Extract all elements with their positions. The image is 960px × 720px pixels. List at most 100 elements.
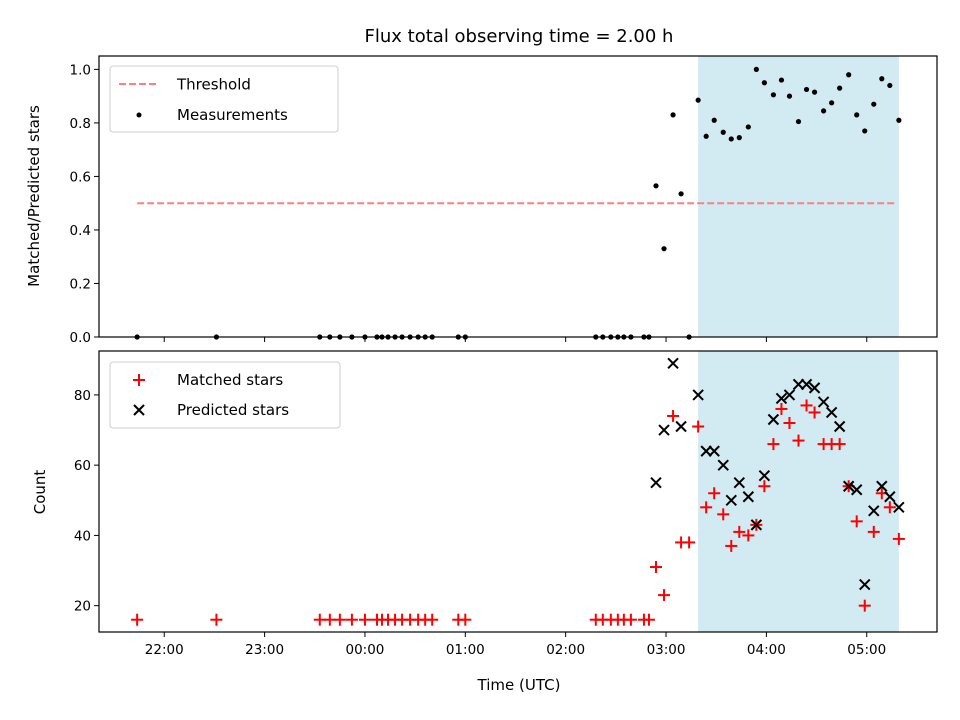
- predicted-star-point: [876, 480, 888, 492]
- predicted-star-point: [808, 382, 821, 394]
- panel-counts: 20 40 60 80 22:00 23:00 00:00 01:00 02:00 03:00 04…: [74, 350, 938, 658]
- matched-star-point: [758, 480, 771, 493]
- measurement-point: [786, 93, 793, 99]
- predicted-star-point: [859, 578, 871, 591]
- predicted-star-point: [800, 378, 813, 391]
- top-ytick-label: 0.8: [70, 116, 91, 132]
- measurement-point: [670, 112, 676, 118]
- matched-star-point: [775, 402, 788, 415]
- matched-star-point: [833, 438, 846, 451]
- predicted-star-point: [775, 392, 788, 405]
- matched-star-point: [783, 417, 796, 430]
- measurement-point: [811, 89, 818, 95]
- matched-star-point: [683, 536, 696, 549]
- bottom-xtick-label: 04:00: [747, 642, 786, 658]
- measurement-point: [871, 101, 877, 107]
- legend-threshold-label: Threshold: [176, 76, 251, 94]
- legend-matched-swatch: [133, 374, 145, 386]
- predicted-star-point: [851, 484, 863, 496]
- measurement-point: [879, 76, 885, 82]
- matched-star-point: [426, 613, 439, 626]
- matched-star-point: [700, 501, 713, 514]
- measurement-point: [896, 117, 902, 123]
- matched-star-point: [667, 409, 680, 422]
- predicted-star-point: [658, 424, 670, 436]
- matched-star-point: [323, 613, 336, 626]
- measurement-point: [745, 124, 751, 130]
- measurement-point: [711, 117, 717, 123]
- matched-star-point: [850, 515, 863, 528]
- predicted-star-point: [893, 501, 905, 514]
- measurement-point: [770, 92, 777, 98]
- measurement-point: [661, 246, 667, 252]
- legend-bottom-frame: [109, 361, 341, 429]
- bottom-ytick-label: 60: [74, 458, 91, 474]
- predicted-star-point: [675, 420, 687, 433]
- predicted-star-point: [817, 396, 830, 408]
- matched-star-point: [358, 613, 371, 626]
- measurement-point: [803, 86, 810, 93]
- bottom-xtick-label: 00:00: [345, 642, 384, 658]
- predicted-star-point: [758, 469, 771, 482]
- matched-star-point: [345, 613, 358, 626]
- measurement-point: [862, 128, 868, 134]
- predicted-star-point: [717, 459, 729, 471]
- legend-matched-label: Matched stars: [177, 371, 283, 389]
- legend-predicted-label: Predicted stars: [177, 401, 289, 419]
- measurement-point: [761, 80, 767, 86]
- matched-star-point: [742, 529, 755, 542]
- predicted-star-point: [767, 413, 780, 426]
- predicted-star-point: [783, 389, 796, 401]
- bottom-xtick-label: 03:00: [647, 642, 686, 658]
- bottom-xtick-label: 05:00: [847, 642, 886, 658]
- matched-star-point: [708, 487, 721, 500]
- matched-star-point: [883, 501, 896, 514]
- panel-ratio: 0.0 0.2 0.4 0.6 0.8 1.0: [70, 55, 938, 346]
- matched-star-point: [658, 589, 671, 602]
- predicted-star-point: [742, 491, 755, 503]
- bottom-ytick-label: 20: [74, 599, 91, 615]
- measurement-point: [653, 183, 659, 189]
- measurement-point: [736, 135, 742, 141]
- measurement-point: [753, 66, 759, 72]
- bottom-ytick-label: 40: [74, 528, 91, 544]
- top-ytick-label: 0.2: [70, 276, 91, 292]
- bottom-xtick-label: 02:00: [546, 642, 585, 658]
- matched-star-point: [725, 539, 738, 552]
- predicted-star-point: [750, 519, 763, 531]
- chart-title: Flux total observing time = 2.00 h: [365, 26, 674, 47]
- top-ytick-label: 0.4: [70, 223, 91, 239]
- matched-star-point: [131, 613, 144, 626]
- matched-star-point: [313, 613, 326, 626]
- matched-star-point: [792, 434, 805, 447]
- bottom-axes-frame: [98, 350, 938, 633]
- legend-predicted-swatch: [133, 404, 145, 416]
- matched-star-point: [649, 561, 662, 574]
- measurement-point: [678, 191, 684, 197]
- matched-star-point: [642, 613, 655, 626]
- predicted-star-point: [868, 505, 880, 517]
- measurement-point: [846, 72, 852, 78]
- top-ytick-label: 1.0: [70, 62, 91, 78]
- predicted-star-point: [884, 491, 896, 503]
- matched-star-point: [333, 613, 346, 626]
- matched-star-point: [624, 613, 637, 626]
- measurement-point: [829, 100, 835, 106]
- measurement-point: [728, 136, 734, 142]
- measurement-point: [720, 129, 726, 135]
- legend-bottom: Matched stars Predicted stars: [109, 361, 341, 429]
- bottom-ytick-label: 80: [74, 388, 91, 404]
- top-ytick-label: 0.6: [70, 169, 91, 185]
- bottom-y-axis-label: Count: [31, 470, 49, 515]
- matched-star-point: [858, 599, 871, 612]
- predicted-star-point: [667, 357, 679, 370]
- matched-star-point: [808, 406, 821, 419]
- top-ytick-label: 0.0: [70, 330, 91, 346]
- matched-star-point: [867, 525, 880, 538]
- legend-top-frame: [109, 65, 339, 133]
- top-y-axis-label: Matched/Predicted stars: [25, 105, 43, 287]
- predicted-star-point: [833, 420, 846, 433]
- bottom-xtick-label: 23:00: [245, 642, 284, 658]
- matched-star-point: [733, 525, 746, 538]
